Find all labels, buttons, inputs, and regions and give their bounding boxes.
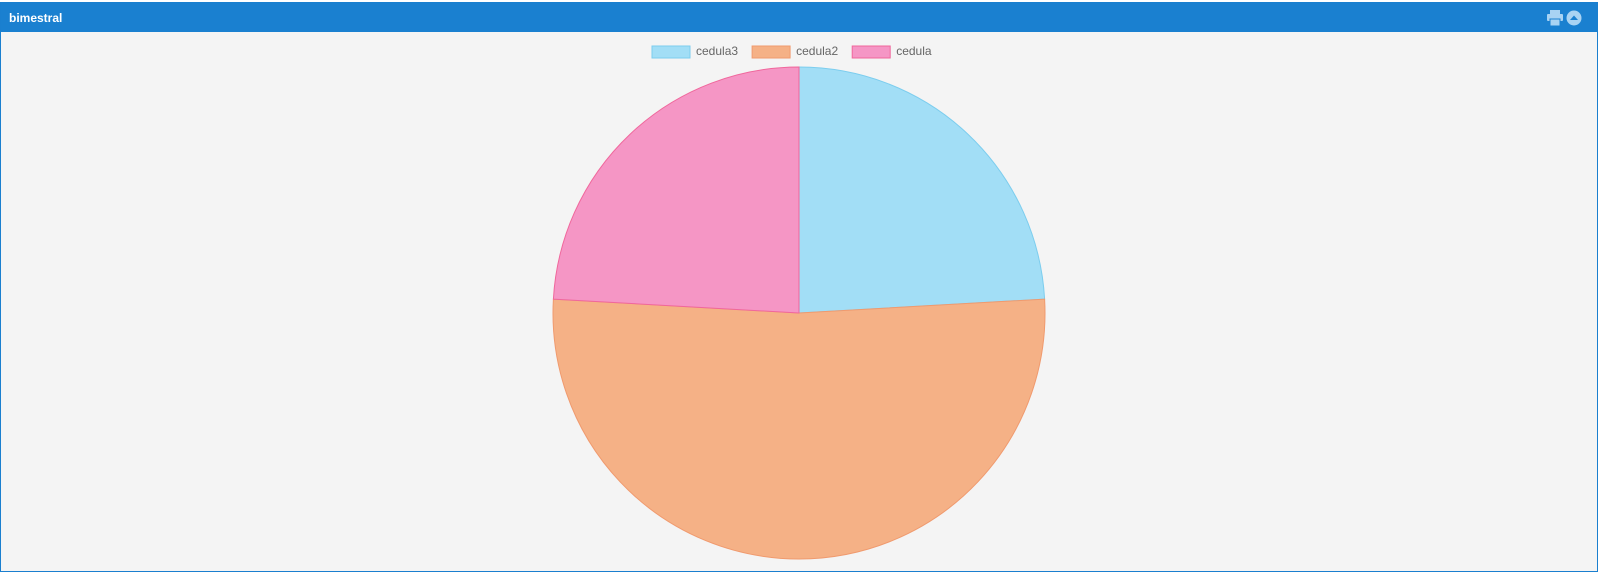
legend-label: cedula3 [696,44,738,58]
print-icon[interactable] [1547,10,1563,27]
legend-swatch [651,45,691,59]
legend-swatch [751,45,791,59]
panel-title: bimestral [9,11,63,25]
pie-slice [552,66,800,314]
pie-slice [552,298,1046,560]
panel-header: bimestral [1,3,1597,32]
legend-swatch [851,45,891,59]
header-icons [1547,10,1582,27]
legend-label: cedula [896,44,932,58]
legend-label: cedula2 [796,44,838,58]
chart: cedula3 cedula2 cedula [552,44,1046,560]
pie-slice [798,66,1046,314]
collapse-icon[interactable] [1566,10,1582,26]
